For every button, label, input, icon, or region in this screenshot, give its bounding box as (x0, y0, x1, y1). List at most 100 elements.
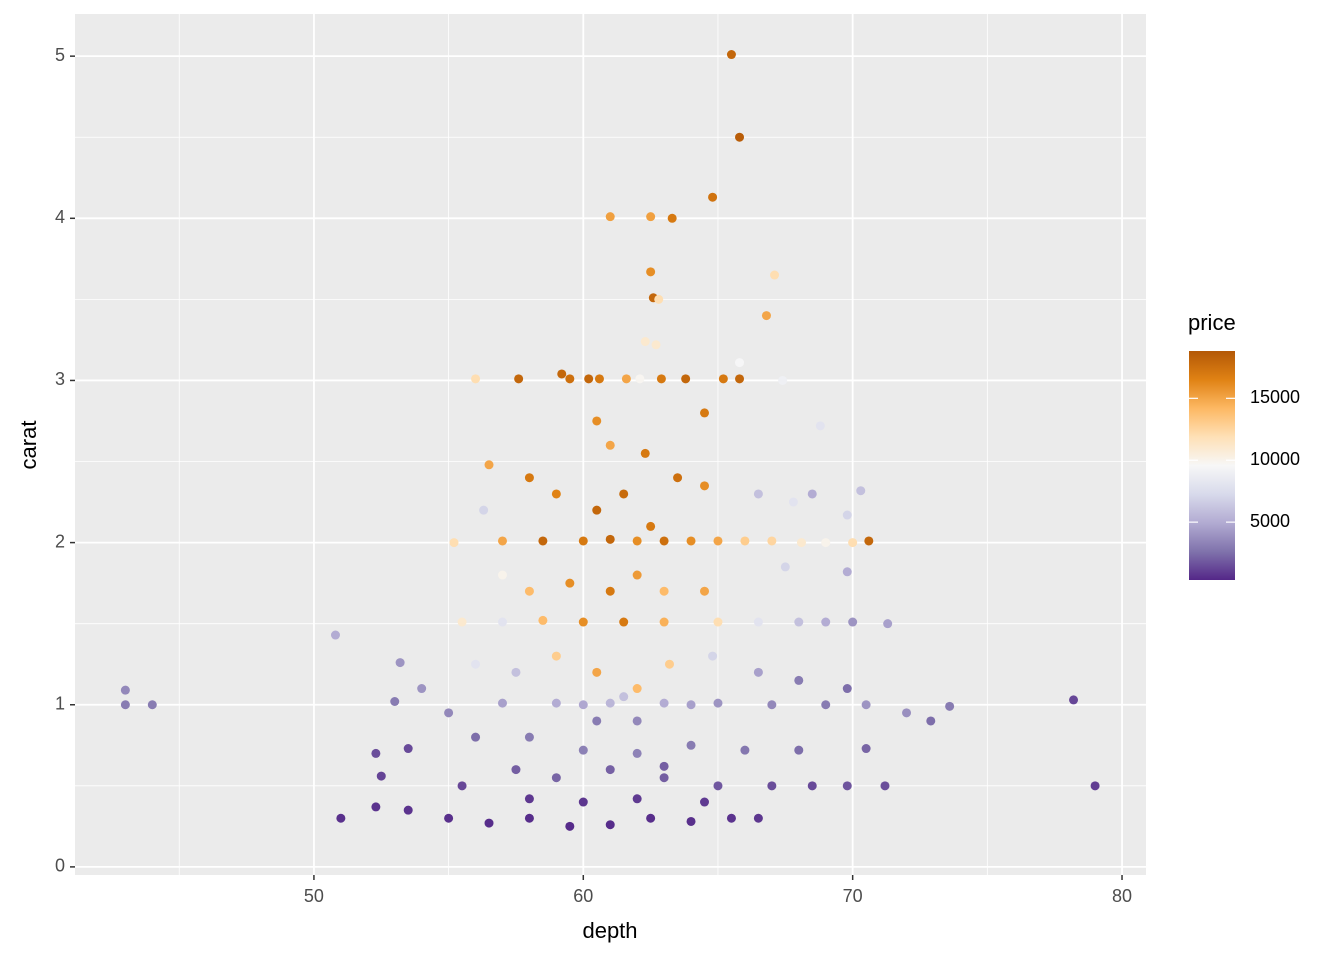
point (740, 536, 750, 546)
point (807, 489, 817, 499)
point (713, 536, 723, 546)
colorbar-label: 5000 (1250, 511, 1290, 531)
point (753, 489, 763, 499)
point (700, 481, 710, 491)
point (632, 748, 642, 758)
point (926, 716, 936, 726)
point (449, 538, 459, 548)
point (842, 684, 852, 694)
point (864, 536, 874, 546)
point (788, 497, 798, 507)
point (619, 489, 629, 499)
point (945, 701, 955, 711)
point (371, 748, 381, 758)
points (120, 50, 1100, 831)
point (646, 212, 656, 222)
point (794, 675, 804, 685)
point (592, 667, 602, 677)
point (551, 489, 561, 499)
point (594, 374, 604, 384)
point (632, 684, 642, 694)
point (632, 536, 642, 546)
x-tick-label: 80 (1112, 886, 1132, 906)
y-tick-label: 0 (55, 856, 65, 876)
point (902, 708, 912, 718)
point (524, 794, 534, 804)
point (376, 771, 386, 781)
point (538, 536, 548, 546)
point (551, 651, 561, 661)
point (646, 521, 656, 531)
point (565, 578, 575, 588)
point (403, 744, 413, 754)
point (1069, 695, 1079, 705)
point (654, 294, 664, 304)
colorbar-label: 10000 (1250, 449, 1300, 469)
point (336, 813, 346, 823)
point (484, 460, 494, 470)
point (735, 374, 745, 384)
point (735, 358, 745, 368)
y-tick-label: 2 (55, 531, 65, 551)
point (794, 745, 804, 755)
point (619, 692, 629, 702)
point (565, 821, 575, 831)
point (471, 732, 481, 742)
point (883, 619, 893, 629)
point (551, 773, 561, 783)
point (640, 448, 650, 458)
point (592, 505, 602, 515)
point (681, 374, 691, 384)
point (726, 50, 736, 60)
point (578, 617, 588, 627)
point (646, 267, 656, 277)
point (578, 797, 588, 807)
point (848, 617, 858, 627)
point (651, 340, 661, 350)
point (578, 536, 588, 546)
point (770, 270, 780, 280)
point (471, 374, 481, 384)
point (664, 659, 674, 669)
point (659, 586, 669, 596)
point (565, 374, 575, 384)
point (767, 700, 777, 710)
point (605, 765, 615, 775)
y-axis-title: carat (16, 421, 41, 470)
point (417, 684, 427, 694)
point (821, 700, 831, 710)
point (551, 698, 561, 708)
x-axis-title: depth (582, 918, 637, 943)
point (514, 374, 524, 384)
point (578, 700, 588, 710)
point (479, 505, 489, 515)
point (471, 659, 481, 669)
point (713, 698, 723, 708)
point (700, 586, 710, 596)
point (484, 818, 494, 828)
point (120, 685, 130, 695)
point (497, 617, 507, 627)
y-tick-label: 1 (55, 693, 65, 713)
point (619, 617, 629, 627)
point (753, 667, 763, 677)
point (880, 781, 890, 791)
point (635, 374, 645, 384)
point (605, 586, 615, 596)
point (640, 337, 650, 347)
point (842, 781, 852, 791)
point (497, 536, 507, 546)
point (735, 132, 745, 142)
point (708, 651, 718, 661)
point (632, 794, 642, 804)
point (794, 617, 804, 627)
point (848, 538, 858, 548)
point (767, 781, 777, 791)
point (821, 617, 831, 627)
point (821, 538, 831, 548)
point (659, 536, 669, 546)
point (578, 745, 588, 755)
point (605, 820, 615, 830)
point (646, 813, 656, 823)
